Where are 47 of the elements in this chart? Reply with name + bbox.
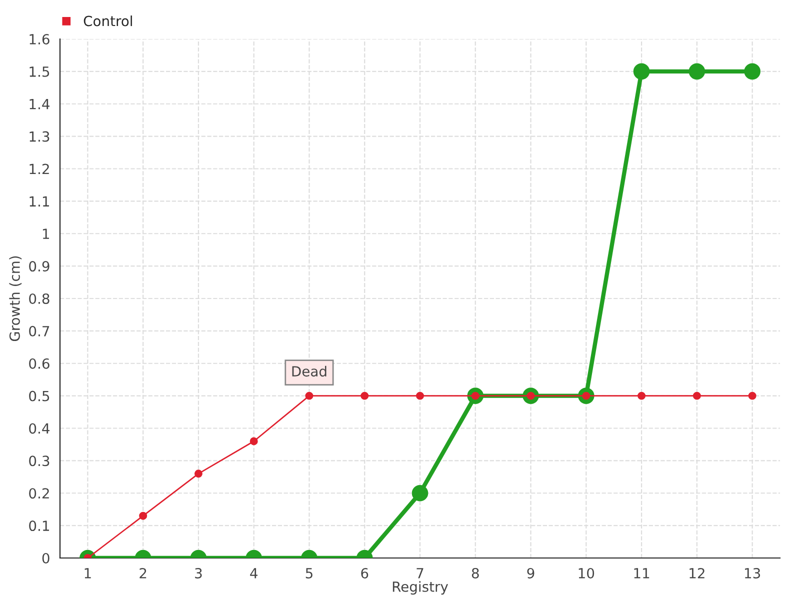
legend-label: Control [84, 16, 132, 26]
x-tick-label: 7 [416, 568, 424, 578]
point [744, 63, 760, 80]
x-tick-label: 4 [250, 568, 258, 578]
y-tick-label: 1.1 [30, 196, 49, 206]
y-tick-label: 0.4 [29, 423, 50, 434]
point [360, 392, 369, 400]
y-tick-label: 0.3 [29, 456, 50, 466]
y-axis-title: Growth (cm) [9, 256, 22, 342]
x-tick-label: 10 [578, 568, 594, 578]
point [194, 470, 202, 478]
y-tick-label: 0.8 [29, 293, 50, 304]
y-tick-label: 1 [42, 228, 49, 239]
x-tick-label: 8 [472, 568, 479, 578]
y-tick-label: 0.6 [29, 358, 50, 369]
point [416, 392, 424, 400]
y-tick-label: 0.2 [29, 488, 49, 499]
point [638, 392, 646, 400]
point [748, 392, 756, 400]
x-tick-label: 9 [527, 568, 534, 578]
y-tick-label: 0.7 [29, 326, 50, 336]
annotation: Dead [292, 366, 326, 377]
y-tick-label: 0.5 [29, 390, 50, 402]
y-tick-label: 1.3 [30, 131, 50, 142]
x-tick-label: 1 [84, 568, 91, 578]
point [633, 63, 650, 80]
x-tick-label: 3 [195, 568, 202, 578]
x-tick-label: 11 [634, 568, 650, 578]
y-tick-label: 1.6 [30, 34, 50, 44]
x-tick-label: 13 [744, 568, 760, 578]
y-tick-label: 1.5 [30, 66, 50, 77]
point [692, 392, 701, 400]
y-tick-label: 0 [42, 552, 50, 564]
x-tick-label: 6 [361, 568, 368, 578]
x-tick-label: 5 [306, 568, 312, 578]
point [139, 512, 148, 520]
x-axis-title: Registry [392, 581, 448, 595]
y-tick-label: 0.9 [29, 261, 50, 272]
y-tick-label: 1.2 [30, 164, 49, 174]
point [250, 437, 258, 446]
point [688, 63, 706, 80]
x-tick-label: 12 [690, 568, 704, 578]
x-tick-label: 2 [140, 568, 146, 578]
point [412, 484, 428, 502]
y-tick-label: 0.1 [29, 520, 49, 532]
point [305, 392, 314, 400]
y-tick-label: 1.4 [30, 99, 50, 110]
